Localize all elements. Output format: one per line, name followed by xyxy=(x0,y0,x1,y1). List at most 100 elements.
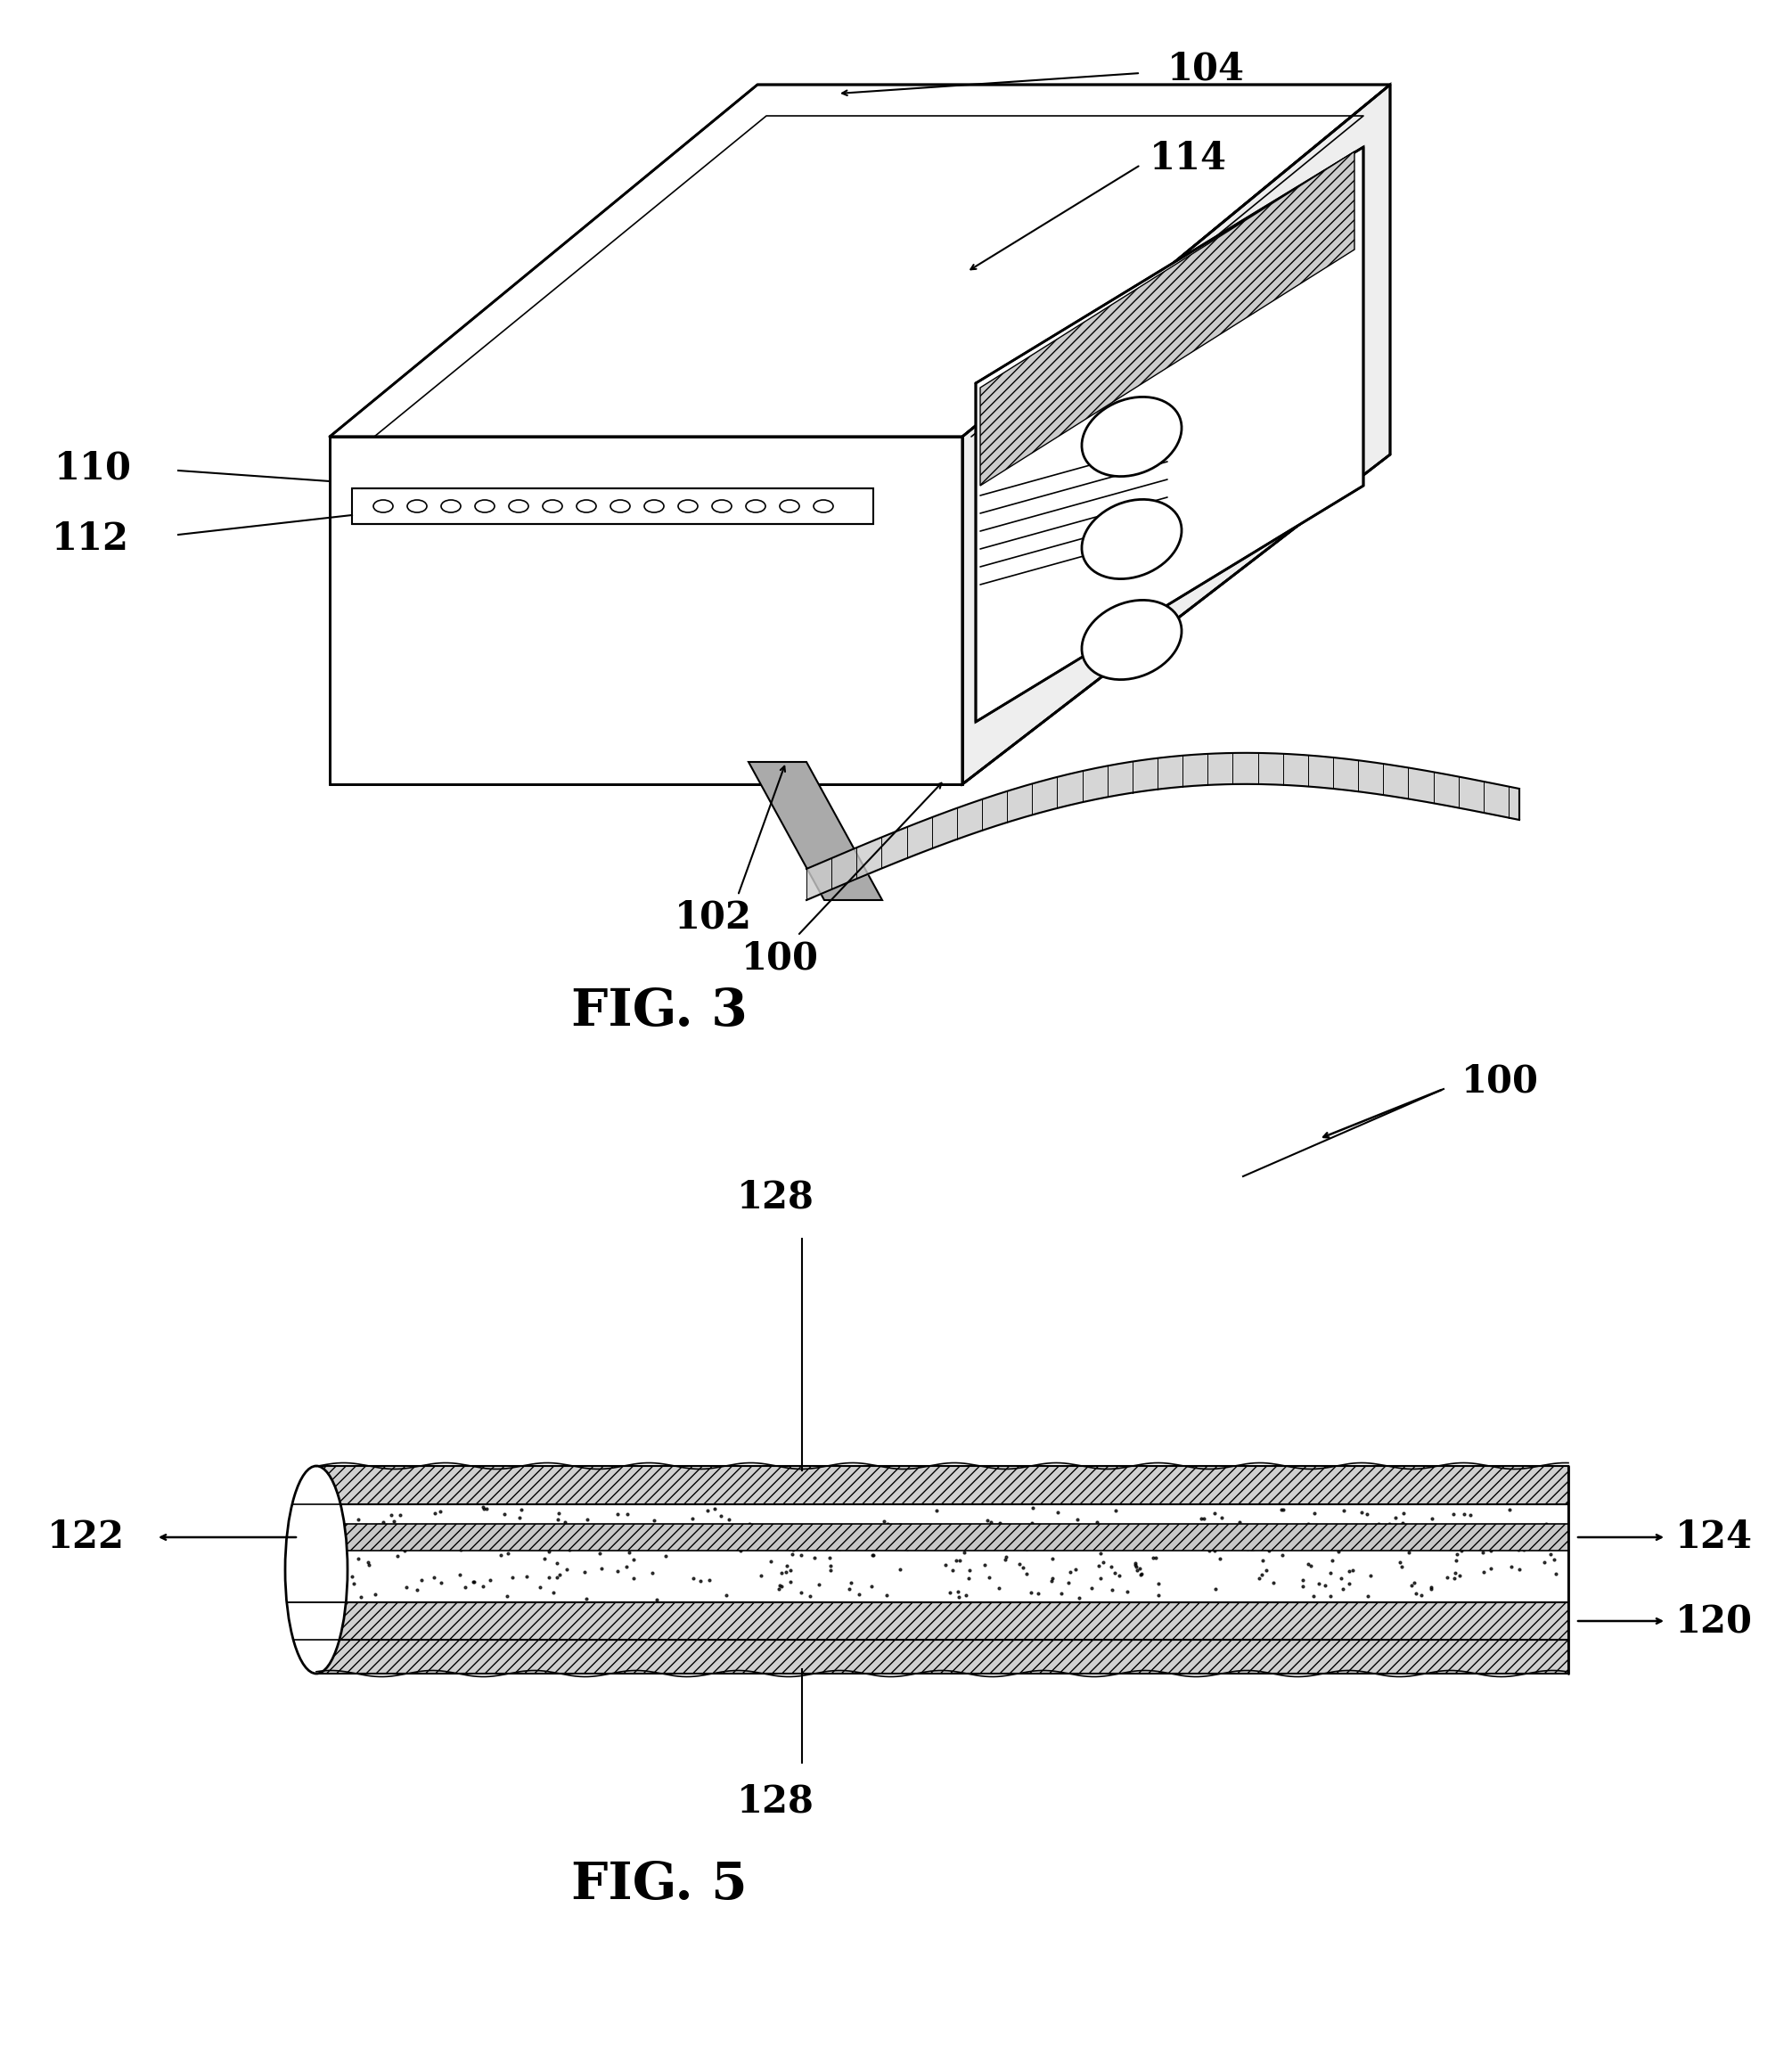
Point xyxy=(337,1560,366,1593)
Point xyxy=(771,1556,799,1588)
Point xyxy=(385,1498,414,1531)
Point xyxy=(611,1550,640,1582)
Point xyxy=(383,1539,412,1572)
Polygon shape xyxy=(317,1640,1568,1674)
Polygon shape xyxy=(330,84,1391,436)
Point xyxy=(1394,1529,1423,1562)
Point xyxy=(468,1490,496,1523)
Point xyxy=(815,1541,844,1574)
Point xyxy=(1407,1578,1435,1611)
Point xyxy=(1023,1576,1052,1609)
Point xyxy=(975,1560,1004,1593)
Point xyxy=(348,1519,376,1552)
Point xyxy=(1269,1539,1297,1572)
Polygon shape xyxy=(317,1523,1568,1552)
Point xyxy=(493,1537,521,1570)
Point xyxy=(1317,1543,1346,1576)
Point xyxy=(1396,1570,1425,1603)
Point xyxy=(505,1500,534,1533)
Point xyxy=(332,1521,360,1554)
Point xyxy=(944,1545,973,1578)
Point xyxy=(1086,1537,1115,1570)
Point xyxy=(955,1554,984,1586)
Point xyxy=(1090,1545,1118,1578)
Point xyxy=(543,1502,572,1535)
Point xyxy=(943,1543,971,1576)
Point xyxy=(355,1517,383,1550)
Point xyxy=(1245,1562,1274,1595)
Point xyxy=(1511,1533,1539,1566)
Point xyxy=(498,1562,527,1595)
Text: 102: 102 xyxy=(674,899,751,938)
Point xyxy=(477,1517,505,1550)
Point xyxy=(1532,1507,1561,1539)
Point xyxy=(763,1572,792,1605)
Point xyxy=(572,1582,600,1615)
Point xyxy=(1075,1511,1104,1543)
Point xyxy=(1484,1509,1512,1541)
Text: 104: 104 xyxy=(1167,51,1245,88)
Ellipse shape xyxy=(543,499,563,512)
Point xyxy=(1256,1529,1285,1562)
Point xyxy=(747,1560,776,1593)
Point xyxy=(837,1566,866,1599)
Point xyxy=(613,1498,642,1531)
Point xyxy=(873,1509,901,1541)
Point xyxy=(728,1531,756,1564)
Point xyxy=(1462,1521,1491,1554)
Point xyxy=(796,1580,824,1613)
Point xyxy=(525,1570,554,1603)
Polygon shape xyxy=(317,1603,1568,1640)
Ellipse shape xyxy=(407,499,426,512)
Point xyxy=(314,1568,342,1601)
Point xyxy=(1254,1533,1283,1566)
Point xyxy=(1305,1568,1333,1601)
Point xyxy=(1145,1578,1174,1611)
Point xyxy=(787,1515,815,1548)
Point xyxy=(1324,1535,1353,1568)
Point xyxy=(1392,1511,1421,1543)
Point xyxy=(977,1507,1005,1539)
Point xyxy=(677,1502,706,1535)
Point xyxy=(1400,1566,1428,1599)
Point xyxy=(530,1541,559,1574)
Point xyxy=(1127,1558,1156,1591)
Point xyxy=(1077,1572,1106,1605)
Point xyxy=(780,1533,808,1566)
Point xyxy=(826,1517,855,1550)
Point xyxy=(1417,1572,1446,1605)
Point xyxy=(1098,1519,1127,1552)
Point xyxy=(733,1529,762,1562)
Point xyxy=(1387,1550,1416,1582)
Point xyxy=(1247,1558,1276,1591)
Ellipse shape xyxy=(441,499,461,512)
Point xyxy=(1326,1562,1355,1595)
Point xyxy=(588,1552,616,1584)
Point xyxy=(426,1566,455,1599)
Point xyxy=(815,1550,844,1582)
Point xyxy=(538,1515,566,1548)
Point xyxy=(1018,1507,1047,1539)
Point xyxy=(1190,1502,1219,1535)
Point xyxy=(1154,1527,1183,1560)
Ellipse shape xyxy=(711,499,731,512)
Point xyxy=(339,1568,367,1601)
Point xyxy=(1082,1507,1111,1539)
Point xyxy=(892,1533,921,1566)
Point xyxy=(545,1558,573,1591)
Point xyxy=(1469,1556,1498,1588)
Point xyxy=(376,1498,405,1531)
Point xyxy=(952,1578,980,1611)
Point xyxy=(1348,1496,1376,1529)
Point xyxy=(1138,1541,1167,1574)
Point xyxy=(348,1580,376,1613)
Point xyxy=(1417,1570,1446,1603)
Point xyxy=(1142,1541,1170,1574)
Point xyxy=(885,1509,914,1541)
Point xyxy=(1038,1541,1066,1574)
Point xyxy=(618,1529,647,1562)
Point xyxy=(1055,1556,1084,1588)
Point xyxy=(935,1576,964,1609)
Point xyxy=(1353,1498,1382,1531)
Polygon shape xyxy=(317,1505,1568,1603)
